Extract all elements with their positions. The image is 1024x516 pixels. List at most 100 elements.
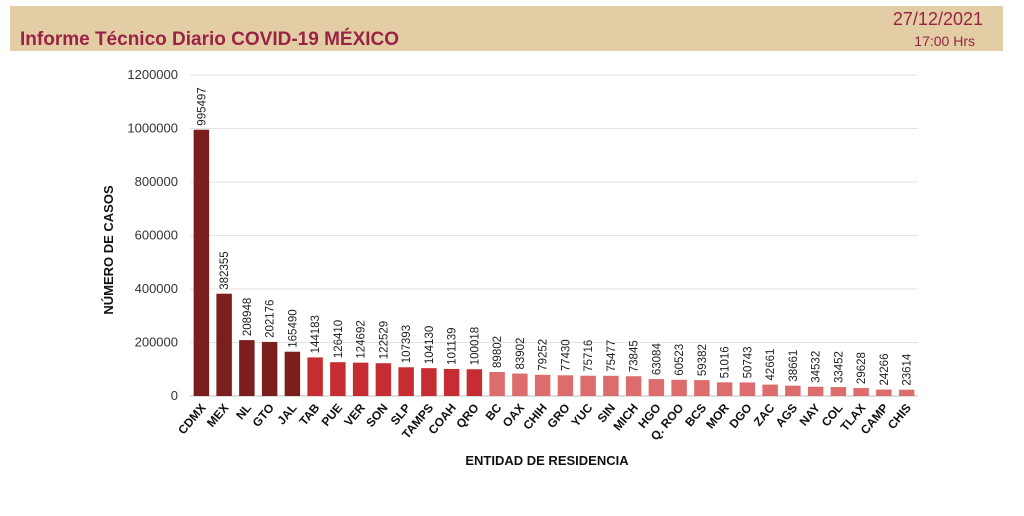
category-label: YUC	[568, 401, 595, 430]
value-label: 104130	[424, 326, 436, 364]
bar	[603, 375, 619, 396]
value-label: 382355	[219, 251, 231, 289]
x-axis-title: ENTIDAD DE RESIDENCIA	[465, 453, 629, 468]
value-label: 34532	[811, 351, 823, 383]
value-label: 144183	[310, 315, 322, 353]
category-label: JAL	[274, 401, 299, 427]
bar	[284, 351, 301, 396]
bar	[330, 362, 346, 396]
bar	[421, 368, 437, 396]
value-labels: 995497 382355 208948 202176 165490 144183 1264…	[196, 87, 913, 385]
value-label: 29628	[856, 352, 868, 384]
y-tick-label: 400000	[135, 281, 178, 296]
value-label: 50743	[742, 346, 754, 378]
category-label: CHIS	[885, 401, 914, 432]
bar	[716, 382, 733, 396]
category-label: PUE	[319, 401, 346, 429]
bar	[580, 375, 596, 396]
value-label: 122529	[378, 321, 390, 359]
value-label: 124692	[356, 320, 368, 358]
category-label: AGS	[773, 401, 800, 430]
bar	[898, 389, 915, 396]
category-label: NAY	[797, 401, 823, 429]
category-label: CHIH	[520, 401, 550, 432]
bar	[193, 129, 210, 396]
category-label: GRO	[544, 401, 572, 431]
value-label: 75477	[606, 340, 618, 372]
bar	[762, 384, 778, 396]
y-tick-label: 1200000	[127, 67, 178, 82]
bar	[694, 380, 710, 396]
bar	[489, 371, 505, 396]
bar	[625, 376, 642, 396]
chart-gridlines	[190, 74, 918, 397]
bar	[352, 362, 369, 396]
bar	[261, 341, 278, 396]
bar	[557, 375, 574, 396]
value-label: 75716	[583, 340, 595, 372]
report-date: 27/12/2021	[892, 9, 983, 29]
category-label: TAB	[296, 401, 322, 428]
y-tick-label: 600000	[135, 228, 178, 243]
report-title: Informe Técnico Diario COVID-19 MÉXICO	[20, 29, 400, 50]
bar	[785, 385, 801, 396]
value-label: 995497	[196, 87, 208, 125]
bar	[216, 293, 232, 396]
y-tick-label: 800000	[135, 174, 178, 189]
value-label: 60523	[674, 344, 686, 376]
value-label: 83902	[515, 338, 527, 370]
category-label: QRO	[453, 401, 481, 431]
category-label: VER	[341, 401, 368, 429]
bar	[830, 387, 847, 396]
bar	[671, 379, 687, 396]
bar	[512, 373, 528, 396]
bar	[466, 369, 483, 396]
bar	[876, 389, 892, 396]
value-label: 77430	[560, 339, 572, 371]
bar	[853, 388, 869, 396]
y-axis-title: NÚMERO DE CASOS	[101, 185, 116, 315]
value-label: 89802	[492, 336, 504, 368]
value-label: 23614	[902, 353, 914, 386]
value-label: 101139	[447, 327, 459, 365]
bar	[443, 368, 460, 396]
bar	[307, 357, 323, 396]
bar	[739, 382, 756, 396]
category-label: SON	[363, 401, 390, 430]
chart-bars	[193, 129, 915, 396]
report-header: Informe Técnico Diario COVID-19 MÉXICO 2…	[10, 6, 1003, 51]
bar	[239, 340, 255, 396]
value-label: 24266	[879, 354, 891, 386]
bar	[534, 374, 551, 396]
value-label: 33452	[833, 351, 845, 383]
y-axis-ticks: 0 200000 400000 600000 800000 1000000 1200000	[127, 67, 178, 403]
category-label: DGO	[726, 401, 754, 431]
value-label: 208948	[242, 298, 254, 336]
value-label: 63084	[651, 343, 663, 376]
value-label: 107393	[401, 325, 413, 363]
value-label: 202176	[265, 300, 277, 338]
bar	[398, 367, 414, 396]
category-label: MICH	[610, 401, 640, 433]
value-label: 51016	[720, 346, 732, 378]
y-tick-label: 0	[171, 388, 178, 403]
value-label: 73845	[629, 340, 641, 372]
bar	[807, 386, 824, 396]
value-label: 59382	[697, 344, 709, 376]
bar	[375, 363, 392, 396]
value-label: 38661	[788, 350, 800, 382]
y-tick-label: 1000000	[127, 121, 178, 136]
report-time: 17:00 Hrs	[914, 33, 975, 49]
category-label: GTO	[250, 401, 277, 430]
value-label: 79252	[538, 339, 550, 371]
value-label: 165490	[287, 309, 299, 347]
y-tick-label: 200000	[135, 335, 178, 350]
value-label: 126410	[333, 320, 345, 358]
bar	[648, 379, 665, 396]
category-label: MOR	[703, 401, 732, 432]
category-label: ZAC	[751, 401, 778, 429]
category-label: MEX	[204, 401, 231, 430]
value-label: 100018	[469, 327, 481, 365]
